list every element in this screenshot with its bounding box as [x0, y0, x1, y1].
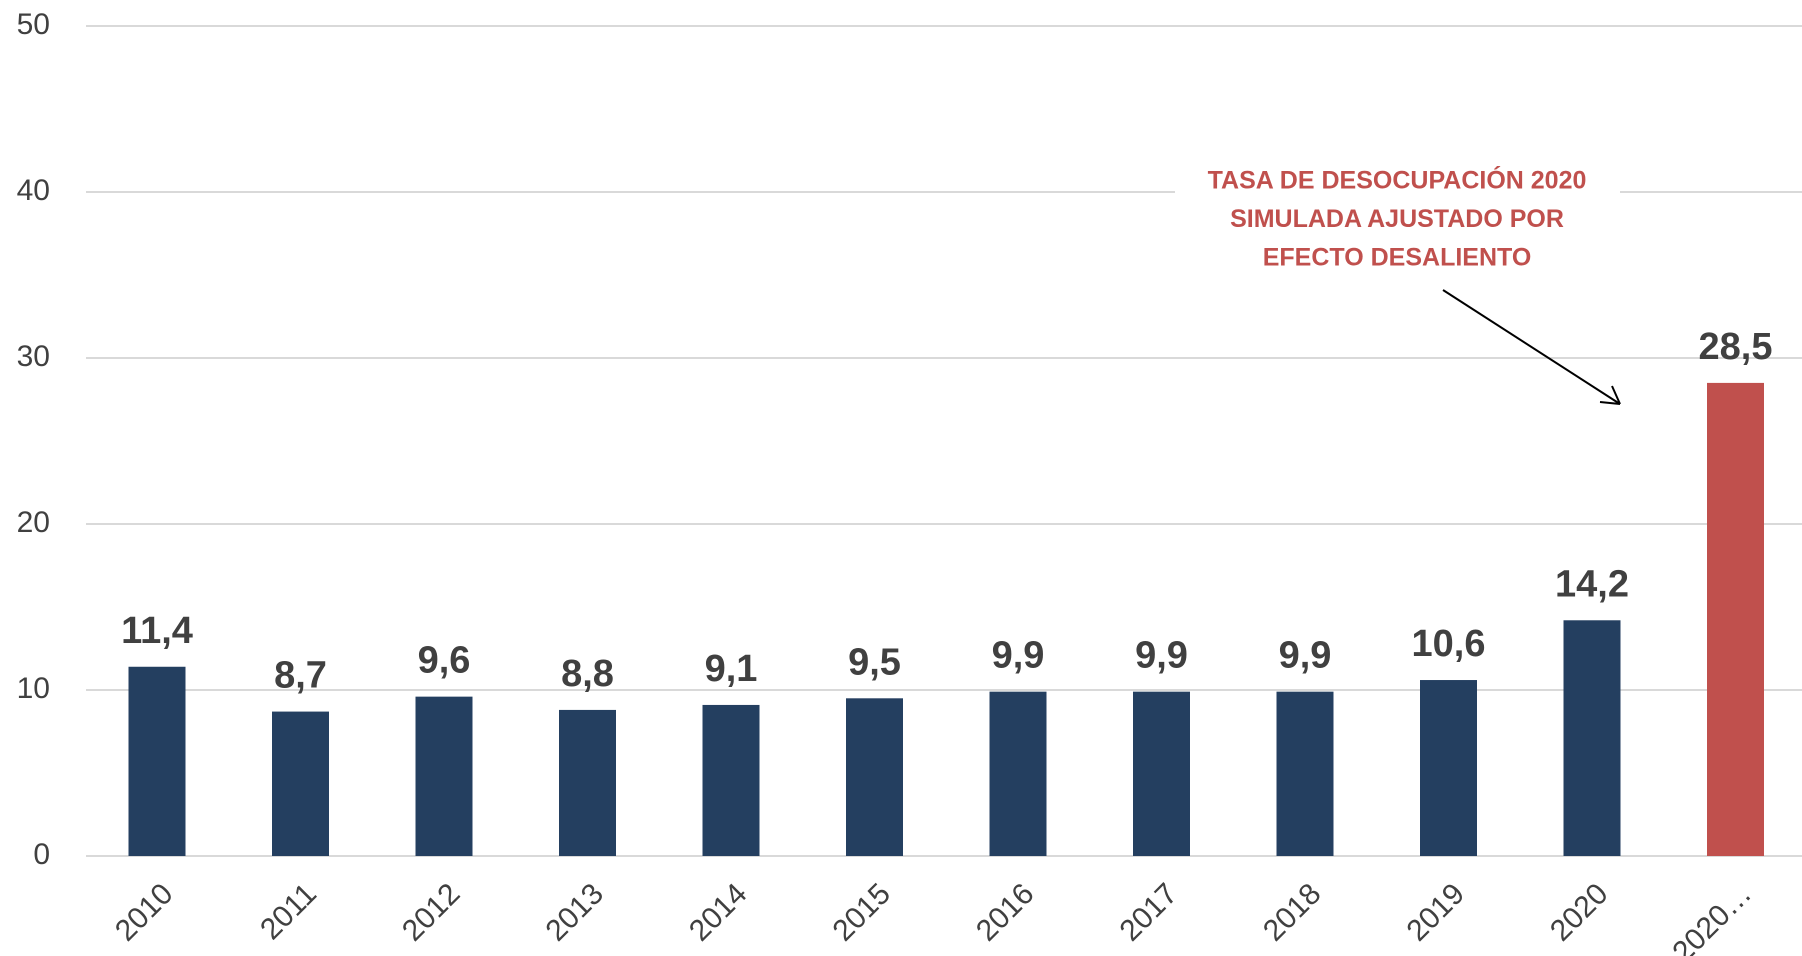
y-tick-label: 50: [17, 8, 50, 41]
x-tick-label: 2020…: [1666, 877, 1758, 956]
arrow-head: [1599, 385, 1621, 405]
value-label: 8,8: [561, 653, 614, 695]
value-label: 9,1: [705, 648, 758, 690]
x-tick-label: 2019: [1401, 877, 1472, 948]
annotation: EFECTO DESALIENTO: [1263, 244, 1532, 272]
y-tick-label: 10: [17, 672, 50, 705]
value-label: 9,6: [418, 640, 471, 682]
y-tick-label: 40: [17, 174, 50, 207]
annotation: TASA DE DESOCUPACIÓN 2020: [1208, 165, 1587, 195]
value-label: 28,5: [1699, 326, 1773, 368]
value-label: 9,9: [1279, 635, 1332, 677]
value-label: 8,7: [274, 655, 327, 697]
bar: [272, 711, 329, 856]
bar: [1563, 620, 1621, 856]
y-tick-label: 20: [17, 506, 50, 539]
annotation-arrow: [1442, 289, 1621, 405]
x-tick-label: 2020: [1544, 877, 1615, 948]
bar: [1420, 680, 1477, 856]
bar: [846, 698, 903, 856]
x-tick-label: 2011: [254, 877, 323, 946]
bar: [1133, 691, 1190, 856]
y-tick-label: 30: [17, 340, 50, 373]
y-tick-label: 0: [33, 838, 50, 871]
x-tick-label: 2013: [540, 877, 611, 948]
value-label: 14,2: [1555, 563, 1629, 605]
value-label: 11,4: [121, 610, 193, 652]
bar: [989, 691, 1047, 856]
value-label: 9,9: [992, 635, 1045, 677]
value-label: 9,5: [848, 641, 901, 683]
bar: [1707, 382, 1764, 856]
bar: [415, 696, 473, 856]
value-label: 10,6: [1412, 623, 1486, 665]
x-tick-label: 2010: [109, 877, 180, 948]
bar: [702, 704, 760, 856]
annotation-bg: [1175, 160, 1620, 280]
bar: [1276, 691, 1334, 856]
x-tick-label: 2015: [827, 877, 898, 948]
x-tick-label: 2017: [1114, 877, 1185, 948]
value-label: 9,9: [1135, 635, 1188, 677]
bar: [128, 666, 186, 856]
bar: [559, 709, 616, 856]
x-tick-label: 2014: [683, 877, 754, 948]
x-tick-label: 2018: [1257, 877, 1328, 948]
x-tick-label: 2012: [396, 877, 467, 948]
x-tick-label: 2016: [970, 877, 1041, 948]
annotation: SIMULADA AJUSTADO POR: [1230, 205, 1564, 233]
